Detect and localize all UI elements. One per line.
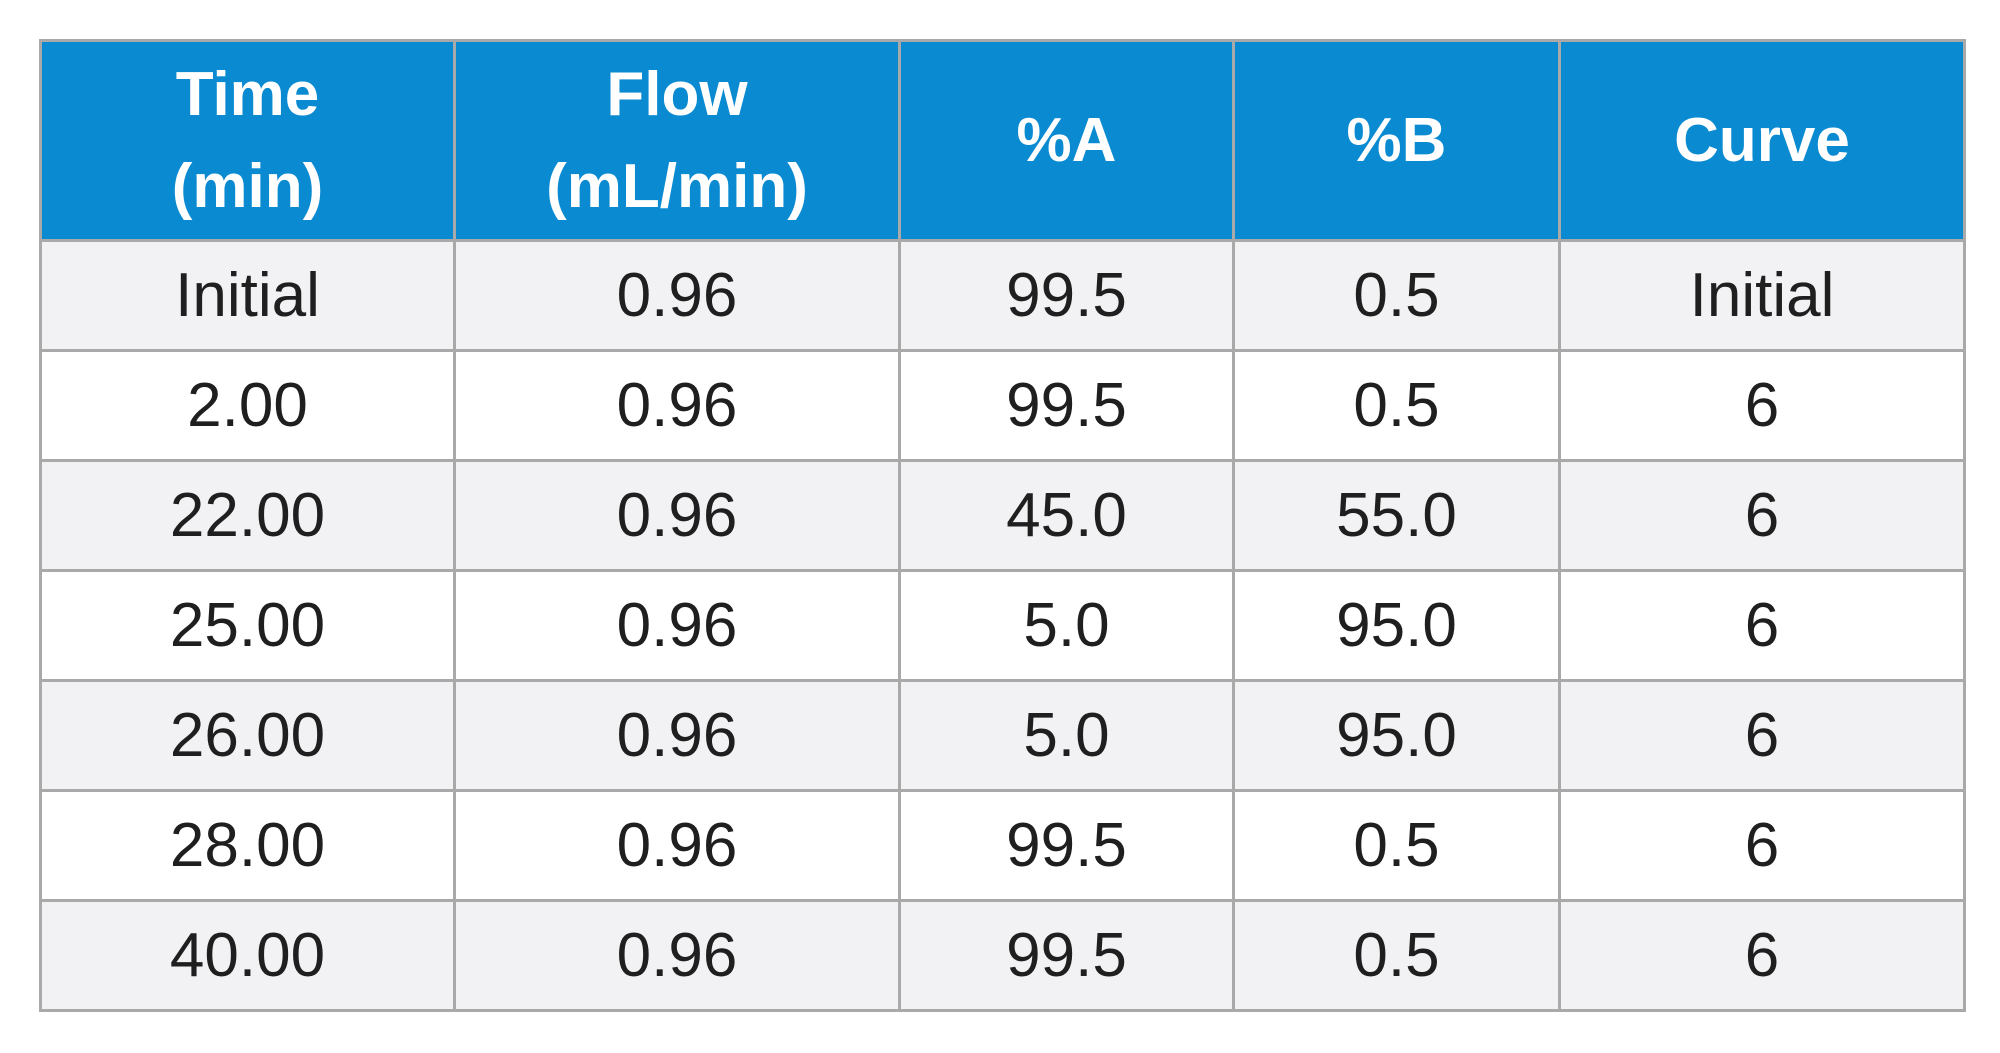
cell-time: 26.00 bbox=[39, 679, 456, 792]
cell-percent-b: 0.5 bbox=[1232, 239, 1561, 352]
header-flow-unit: (mL/min) bbox=[546, 151, 808, 221]
header-time-label: Time bbox=[175, 59, 320, 129]
cell-flow: 0.96 bbox=[453, 789, 901, 902]
header-percent-b: %B bbox=[1232, 39, 1561, 242]
cell-flow: 0.96 bbox=[453, 569, 901, 682]
table-row: Initial 0.96 99.5 0.5 Initial bbox=[39, 239, 1966, 352]
cell-time: 22.00 bbox=[39, 459, 456, 572]
table-row: 28.00 0.96 99.5 0.5 6 bbox=[39, 789, 1966, 902]
cell-time: 40.00 bbox=[39, 899, 456, 1012]
cell-percent-b: 0.5 bbox=[1232, 899, 1561, 1012]
header-flow-label: Flow bbox=[606, 59, 748, 129]
cell-curve: 6 bbox=[1558, 349, 1966, 462]
cell-percent-a: 5.0 bbox=[898, 679, 1235, 792]
table-row: 40.00 0.96 99.5 0.5 6 bbox=[39, 899, 1966, 1012]
cell-flow: 0.96 bbox=[453, 679, 901, 792]
header-percent-b-label: %B bbox=[1346, 105, 1447, 175]
header-time-unit: (min) bbox=[171, 151, 324, 221]
table-row: 25.00 0.96 5.0 95.0 6 bbox=[39, 569, 1966, 682]
cell-time: 28.00 bbox=[39, 789, 456, 902]
table-row: 26.00 0.96 5.0 95.0 6 bbox=[39, 679, 1966, 792]
cell-flow: 0.96 bbox=[453, 459, 901, 572]
cell-flow: 0.96 bbox=[453, 899, 901, 1012]
cell-percent-b: 95.0 bbox=[1232, 679, 1561, 792]
table-row: 2.00 0.96 99.5 0.5 6 bbox=[39, 349, 1966, 462]
header-percent-a: %A bbox=[898, 39, 1235, 242]
cell-percent-a: 5.0 bbox=[898, 569, 1235, 682]
cell-flow: 0.96 bbox=[453, 349, 901, 462]
cell-percent-a: 99.5 bbox=[898, 349, 1235, 462]
cell-time: Initial bbox=[39, 239, 456, 352]
header-curve-label: Curve bbox=[1674, 105, 1850, 175]
header-percent-a-label: %A bbox=[1016, 105, 1117, 175]
cell-curve: 6 bbox=[1558, 789, 1966, 902]
gradient-table-container: Time (min) Flow (mL/min) %A %B Curve bbox=[39, 39, 1966, 1012]
cell-curve: 6 bbox=[1558, 899, 1966, 1012]
table-row: 22.00 0.96 45.0 55.0 6 bbox=[39, 459, 1966, 572]
cell-percent-a: 99.5 bbox=[898, 239, 1235, 352]
header-flow: Flow (mL/min) bbox=[453, 39, 901, 242]
header-time: Time (min) bbox=[39, 39, 456, 242]
cell-flow: 0.96 bbox=[453, 239, 901, 352]
cell-percent-a: 45.0 bbox=[898, 459, 1235, 572]
cell-percent-a: 99.5 bbox=[898, 899, 1235, 1012]
cell-curve: 6 bbox=[1558, 679, 1966, 792]
cell-percent-a: 99.5 bbox=[898, 789, 1235, 902]
cell-percent-b: 95.0 bbox=[1232, 569, 1561, 682]
cell-curve: 6 bbox=[1558, 459, 1966, 572]
cell-time: 25.00 bbox=[39, 569, 456, 682]
cell-curve: 6 bbox=[1558, 569, 1966, 682]
cell-curve: Initial bbox=[1558, 239, 1966, 352]
cell-percent-b: 0.5 bbox=[1232, 789, 1561, 902]
cell-time: 2.00 bbox=[39, 349, 456, 462]
cell-percent-b: 0.5 bbox=[1232, 349, 1561, 462]
table-header-row: Time (min) Flow (mL/min) %A %B Curve bbox=[39, 39, 1966, 242]
header-curve: Curve bbox=[1558, 39, 1966, 242]
cell-percent-b: 55.0 bbox=[1232, 459, 1561, 572]
gradient-table: Time (min) Flow (mL/min) %A %B Curve bbox=[39, 39, 1966, 1012]
